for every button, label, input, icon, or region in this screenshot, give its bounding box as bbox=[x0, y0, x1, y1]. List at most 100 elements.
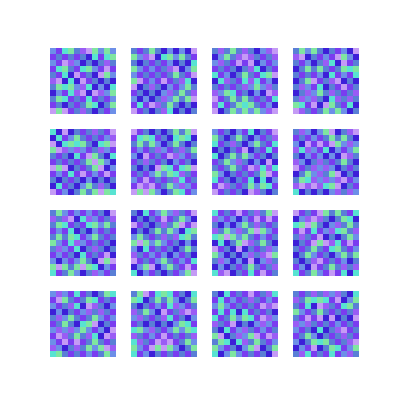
tile-pixel bbox=[272, 84, 278, 91]
tile-pixel bbox=[242, 171, 249, 178]
tile-pixel bbox=[317, 222, 324, 229]
tile-pixel bbox=[266, 102, 273, 109]
tile-pixel bbox=[212, 321, 219, 328]
tile-pixel bbox=[191, 252, 197, 259]
tile-pixel bbox=[335, 129, 342, 136]
tile-pixel bbox=[161, 264, 168, 271]
tile-pixel bbox=[167, 297, 174, 304]
tile-pixel bbox=[260, 153, 267, 160]
tile-pixel bbox=[224, 72, 231, 79]
tile-pixel bbox=[161, 291, 168, 298]
tile-pixel bbox=[305, 240, 312, 247]
tile-pixel bbox=[293, 270, 300, 276]
tile-pixel bbox=[230, 210, 237, 217]
tile-pixel bbox=[191, 228, 197, 235]
tile-pixel bbox=[137, 48, 144, 55]
tile-pixel bbox=[353, 78, 359, 85]
tile-pixel bbox=[143, 153, 150, 160]
tile-pixel bbox=[260, 171, 267, 178]
tile-pixel bbox=[242, 183, 249, 190]
tile-pixel bbox=[224, 135, 231, 142]
tile-pixel bbox=[212, 72, 219, 79]
tile-pixel bbox=[293, 147, 300, 154]
tile-pixel bbox=[305, 159, 312, 166]
tile-pixel bbox=[50, 96, 57, 103]
tile-pixel bbox=[335, 210, 342, 217]
tile-pixel bbox=[143, 60, 150, 67]
tile-pixel bbox=[329, 60, 336, 67]
tile-pixel bbox=[293, 60, 300, 67]
tile-pixel bbox=[80, 264, 87, 271]
tile-pixel bbox=[149, 315, 156, 322]
tile-pixel bbox=[293, 297, 300, 304]
tile-pixel bbox=[248, 102, 255, 109]
tile-pixel bbox=[218, 165, 225, 172]
tile-pixel bbox=[80, 327, 87, 334]
tile-pixel bbox=[311, 60, 318, 67]
tile-pixel bbox=[131, 327, 138, 334]
tile-pixel bbox=[341, 309, 348, 316]
tile-pixel bbox=[347, 339, 354, 346]
tile-pattern bbox=[293, 48, 359, 114]
tile-pixel bbox=[260, 291, 267, 298]
tile-pixel bbox=[92, 72, 99, 79]
tile-pixel bbox=[236, 309, 243, 316]
tile-pixel bbox=[254, 297, 261, 304]
tile-pixel bbox=[80, 165, 87, 172]
tile-pixel bbox=[143, 216, 150, 223]
tile-pixel bbox=[98, 108, 105, 114]
tile-pixel bbox=[155, 147, 162, 154]
tile-pixel bbox=[212, 96, 219, 103]
tile-pixel bbox=[236, 258, 243, 265]
tile-pattern bbox=[50, 48, 116, 114]
tile-pixel bbox=[293, 321, 300, 328]
tile-pixel bbox=[86, 102, 93, 109]
tile-pixel bbox=[68, 54, 75, 61]
tile-pixel bbox=[317, 339, 324, 346]
tile-pixel bbox=[137, 234, 144, 241]
tile-pixel bbox=[185, 270, 192, 276]
tile-pixel bbox=[80, 228, 87, 235]
tile-pixel bbox=[335, 78, 342, 85]
tile-pixel bbox=[254, 252, 261, 259]
tile-pixel bbox=[161, 234, 168, 241]
tile-pixel bbox=[167, 234, 174, 241]
tile-pixel bbox=[341, 60, 348, 67]
tile-pixel bbox=[329, 216, 336, 223]
tile-pixel bbox=[104, 333, 111, 340]
tile-pixel bbox=[317, 177, 324, 184]
tile-pixel bbox=[323, 189, 330, 195]
tile-pixel bbox=[260, 258, 267, 265]
tile-pixel bbox=[92, 90, 99, 97]
tile-pixel bbox=[224, 96, 231, 103]
image-tile bbox=[50, 129, 116, 195]
tile-pixel bbox=[236, 108, 243, 114]
tile-pixel bbox=[311, 159, 318, 166]
tile-pixel bbox=[317, 321, 324, 328]
tile-pixel bbox=[74, 84, 81, 91]
tile-pixel bbox=[161, 90, 168, 97]
tile-pixel bbox=[86, 327, 93, 334]
tile-pixel bbox=[317, 48, 324, 55]
tile-pixel bbox=[299, 66, 306, 73]
tile-pixel bbox=[185, 246, 192, 253]
tile-pixel bbox=[242, 189, 249, 195]
tile-pixel bbox=[311, 216, 318, 223]
tile-pixel bbox=[161, 159, 168, 166]
tile-pixel bbox=[236, 291, 243, 298]
tile-pixel bbox=[191, 102, 197, 109]
tile-pixel bbox=[236, 177, 243, 184]
tile-pixel bbox=[62, 189, 69, 195]
tile-pixel bbox=[293, 333, 300, 340]
tile-pixel bbox=[305, 183, 312, 190]
tile-pixel bbox=[293, 351, 300, 357]
tile-pixel bbox=[74, 102, 81, 109]
tile-pixel bbox=[335, 72, 342, 79]
tile-pixel bbox=[230, 303, 237, 310]
tile-pattern bbox=[212, 48, 278, 114]
tile-pixel bbox=[167, 96, 174, 103]
tile-pixel bbox=[167, 102, 174, 109]
tile-pixel bbox=[167, 60, 174, 67]
tile-pixel bbox=[56, 78, 63, 85]
tile-pixel bbox=[50, 84, 57, 91]
